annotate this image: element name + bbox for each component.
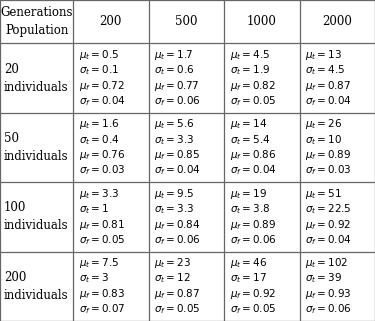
Text: $\mu_f$$ = $0.85: $\mu_f$$ = $0.85 [154, 148, 201, 162]
Text: $\sigma_t$$ = $3: $\sigma_t$$ = $3 [79, 272, 109, 285]
Text: $\mu_t$$ = $1.6: $\mu_t$$ = $1.6 [79, 117, 119, 131]
Text: 500: 500 [175, 15, 198, 28]
Text: $\sigma_t$$ = $0.6: $\sigma_t$$ = $0.6 [154, 64, 195, 77]
Text: $\sigma_f$$ = $0.04: $\sigma_f$$ = $0.04 [154, 164, 201, 178]
Text: $\mu_f$$ = $0.93: $\mu_f$$ = $0.93 [305, 287, 352, 301]
Text: $\sigma_t$$ = $3.3: $\sigma_t$$ = $3.3 [154, 133, 194, 147]
Text: $\mu_t$$ = $3.3: $\mu_t$$ = $3.3 [79, 187, 119, 201]
Text: $\sigma_f$$ = $0.05: $\sigma_f$$ = $0.05 [154, 302, 201, 316]
Text: $\mu_f$$ = $0.83: $\mu_f$$ = $0.83 [79, 287, 125, 301]
Text: $\sigma_t$$ = $4.5: $\sigma_t$$ = $4.5 [305, 64, 345, 77]
Text: $\sigma_t$$ = $10: $\sigma_t$$ = $10 [305, 133, 342, 147]
Text: $\sigma_t$$ = $39: $\sigma_t$$ = $39 [305, 272, 342, 285]
Text: $\mu_t$$ = $26: $\mu_t$$ = $26 [305, 117, 342, 131]
Text: $\mu_f$$ = $0.92: $\mu_f$$ = $0.92 [305, 218, 351, 231]
Text: 200: 200 [100, 15, 122, 28]
Text: Generations
Population: Generations Population [0, 6, 73, 37]
Text: $\sigma_t$$ = $22.5: $\sigma_t$$ = $22.5 [305, 202, 352, 216]
Text: $\mu_f$$ = $0.76: $\mu_f$$ = $0.76 [79, 148, 125, 162]
Text: $\mu_t$$ = $7.5: $\mu_t$$ = $7.5 [79, 256, 119, 270]
Text: $\mu_f$$ = $0.87: $\mu_f$$ = $0.87 [154, 287, 201, 301]
Text: $\sigma_f$$ = $0.04: $\sigma_f$$ = $0.04 [230, 164, 276, 178]
Text: $\mu_f$$ = $0.92: $\mu_f$$ = $0.92 [230, 287, 276, 301]
Text: $\sigma_f$$ = $0.05: $\sigma_f$$ = $0.05 [230, 94, 276, 108]
Text: $\sigma_f$$ = $0.06: $\sigma_f$$ = $0.06 [154, 233, 201, 247]
Text: $\mu_t$$ = $102: $\mu_t$$ = $102 [305, 256, 348, 270]
Text: $\mu_f$$ = $0.89: $\mu_f$$ = $0.89 [305, 148, 352, 162]
Text: $\sigma_f$$ = $0.05: $\sigma_f$$ = $0.05 [230, 302, 276, 316]
Text: $\mu_t$$ = $1.7: $\mu_t$$ = $1.7 [154, 48, 194, 62]
Text: 1000: 1000 [247, 15, 277, 28]
Text: $\mu_f$$ = $0.86: $\mu_f$$ = $0.86 [230, 148, 276, 162]
Text: $\mu_t$$ = $14: $\mu_t$$ = $14 [230, 117, 267, 131]
Text: $\sigma_f$$ = $0.06: $\sigma_f$$ = $0.06 [305, 302, 352, 316]
Text: $\sigma_f$$ = $0.04: $\sigma_f$$ = $0.04 [305, 94, 352, 108]
Text: $\mu_t$$ = $4.5: $\mu_t$$ = $4.5 [230, 48, 270, 62]
Text: $\sigma_t$$ = $17: $\sigma_t$$ = $17 [230, 272, 267, 285]
Text: $\sigma_t$$ = $1.9: $\sigma_t$$ = $1.9 [230, 64, 270, 77]
Text: $\mu_t$$ = $51: $\mu_t$$ = $51 [305, 187, 342, 201]
Text: $\sigma_t$$ = $0.4: $\sigma_t$$ = $0.4 [79, 133, 119, 147]
Text: $\mu_t$$ = $0.5: $\mu_t$$ = $0.5 [79, 48, 119, 62]
Text: $\sigma_t$$ = $0.1: $\sigma_t$$ = $0.1 [79, 64, 119, 77]
Text: $\sigma_t$$ = $12: $\sigma_t$$ = $12 [154, 272, 191, 285]
Text: $\mu_f$$ = $0.77: $\mu_f$$ = $0.77 [154, 79, 200, 93]
Text: $\sigma_f$$ = $0.05: $\sigma_f$$ = $0.05 [79, 233, 125, 247]
Text: $\mu_f$$ = $0.84: $\mu_f$$ = $0.84 [154, 218, 201, 231]
Text: 200
individuals: 200 individuals [4, 271, 68, 302]
Text: 2000: 2000 [322, 15, 352, 28]
Text: $\sigma_t$$ = $3.8: $\sigma_t$$ = $3.8 [230, 202, 270, 216]
Text: $\mu_f$$ = $0.89: $\mu_f$$ = $0.89 [230, 218, 276, 231]
Text: $\sigma_t$$ = $5.4: $\sigma_t$$ = $5.4 [230, 133, 270, 147]
Text: $\mu_f$$ = $0.81: $\mu_f$$ = $0.81 [79, 218, 125, 231]
Text: $\mu_f$$ = $0.72: $\mu_f$$ = $0.72 [79, 79, 124, 93]
Text: $\sigma_t$$ = $1: $\sigma_t$$ = $1 [79, 202, 109, 216]
Text: $\mu_t$$ = $9.5: $\mu_t$$ = $9.5 [154, 187, 195, 201]
Text: $\mu_f$$ = $0.87: $\mu_f$$ = $0.87 [305, 79, 351, 93]
Text: $\sigma_f$$ = $0.07: $\sigma_f$$ = $0.07 [79, 302, 125, 316]
Text: 50
individuals: 50 individuals [4, 132, 68, 163]
Text: $\sigma_f$$ = $0.03: $\sigma_f$$ = $0.03 [79, 164, 125, 178]
Text: $\mu_t$$ = $13: $\mu_t$$ = $13 [305, 48, 342, 62]
Text: 20
individuals: 20 individuals [4, 63, 68, 93]
Text: $\sigma_f$$ = $0.06: $\sigma_f$$ = $0.06 [154, 94, 201, 108]
Text: $\mu_f$$ = $0.82: $\mu_f$$ = $0.82 [230, 79, 276, 93]
Text: 100
individuals: 100 individuals [4, 201, 68, 232]
Text: $\mu_t$$ = $46: $\mu_t$$ = $46 [230, 256, 267, 270]
Text: $\sigma_t$$ = $3.3: $\sigma_t$$ = $3.3 [154, 202, 194, 216]
Text: $\mu_t$$ = $5.6: $\mu_t$$ = $5.6 [154, 117, 195, 131]
Text: $\sigma_f$$ = $0.03: $\sigma_f$$ = $0.03 [305, 164, 351, 178]
Text: $\sigma_f$$ = $0.04: $\sigma_f$$ = $0.04 [305, 233, 352, 247]
Text: $\mu_t$$ = $23: $\mu_t$$ = $23 [154, 256, 191, 270]
Text: $\mu_t$$ = $19: $\mu_t$$ = $19 [230, 187, 267, 201]
Text: $\sigma_f$$ = $0.04: $\sigma_f$$ = $0.04 [79, 94, 126, 108]
Text: $\sigma_f$$ = $0.06: $\sigma_f$$ = $0.06 [230, 233, 276, 247]
